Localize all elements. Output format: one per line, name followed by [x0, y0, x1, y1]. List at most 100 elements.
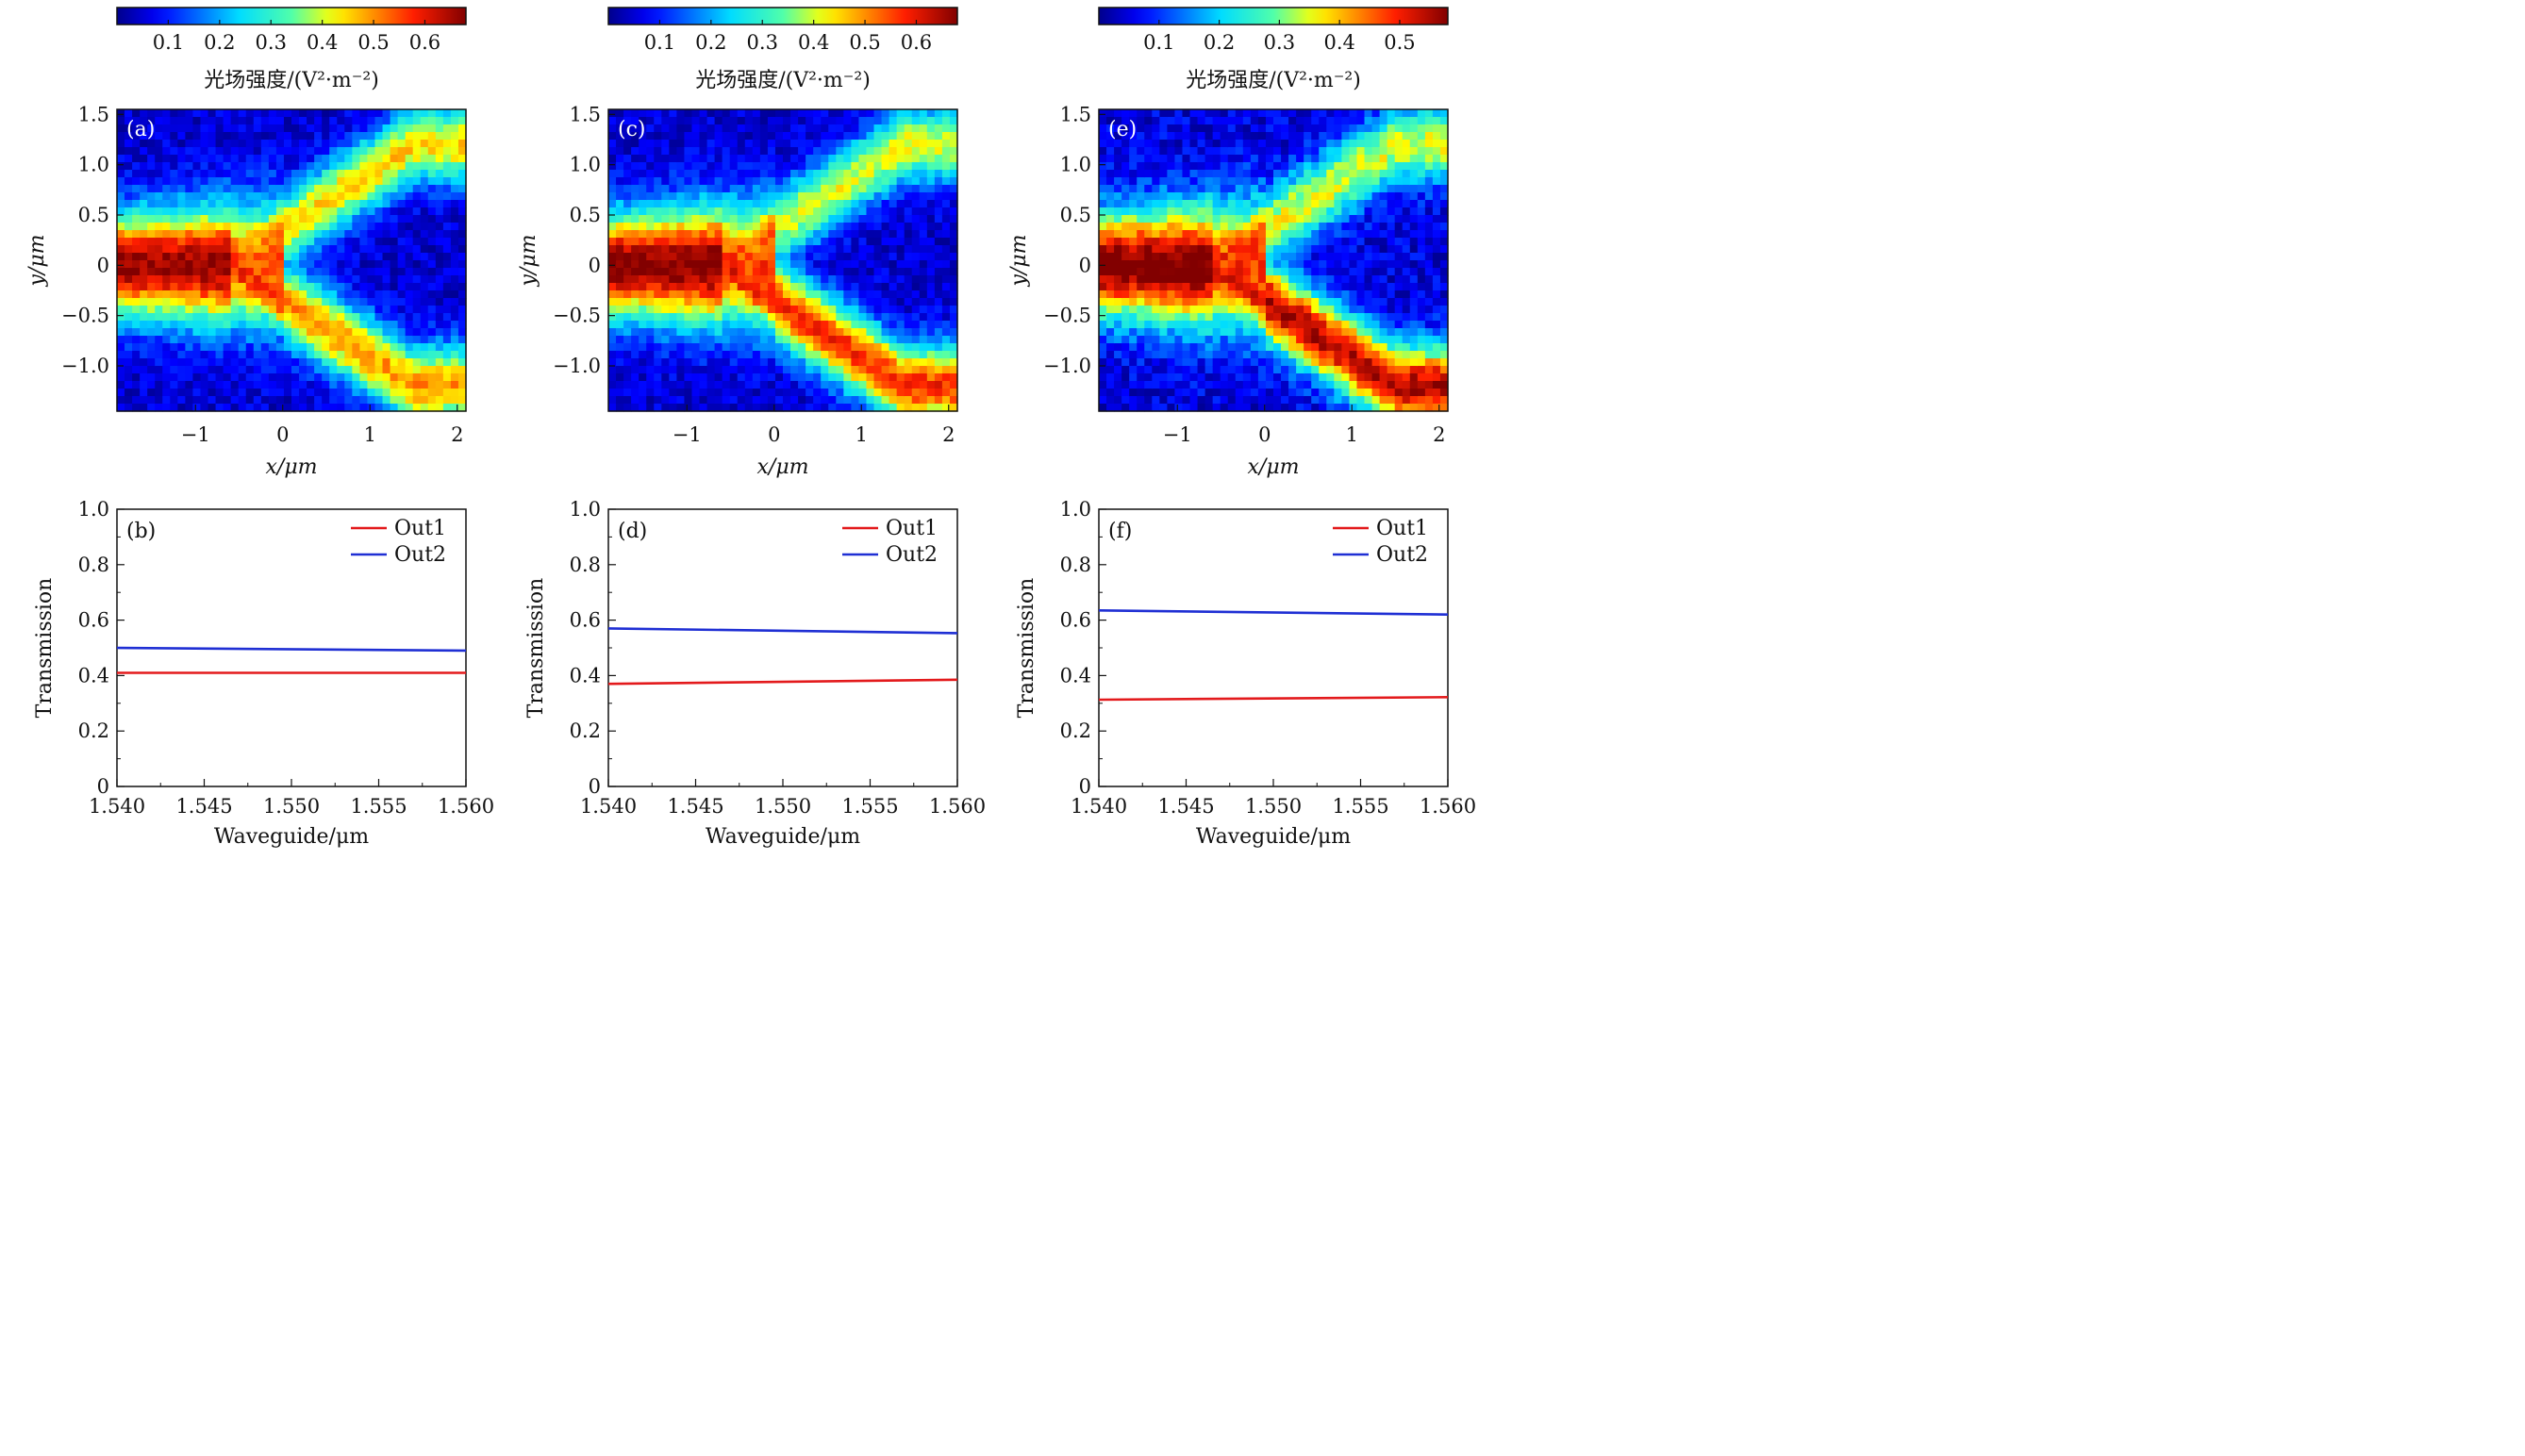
heatmap-cell [684, 298, 693, 306]
heatmap-cell [828, 351, 837, 359]
heatmap-cell [843, 140, 852, 148]
heatmap-cell [836, 238, 844, 246]
heatmap-cell [1204, 268, 1214, 276]
heatmap-cell [699, 215, 708, 223]
heatmap-cell [828, 185, 837, 193]
heatmap-cell [737, 155, 746, 163]
heatmap-cell [1273, 230, 1282, 239]
heatmap-cell [623, 253, 632, 261]
heatmap-cell [162, 396, 171, 405]
heatmap-cell [329, 306, 338, 314]
heatmap-cell [783, 230, 791, 239]
heatmap-cell [1129, 140, 1138, 148]
heatmap-cell [783, 321, 791, 329]
heatmap-cell [896, 366, 905, 374]
heatmap-cell [639, 124, 647, 133]
heatmap-cell [215, 358, 224, 367]
heatmap-cell [1144, 313, 1153, 322]
heatmap-cell [177, 343, 186, 352]
heatmap-cell [759, 124, 769, 133]
heatmap-cell [185, 162, 194, 171]
colorbar-tick-label: 0.6 [901, 31, 932, 54]
heatmap-cell [1121, 109, 1130, 118]
heatmap-cell [125, 109, 133, 118]
heatmap-cell [949, 245, 958, 254]
heatmap-cell [1204, 147, 1214, 156]
heatmap-cell [1159, 124, 1168, 133]
heatmap-cell [230, 192, 240, 201]
heatmap-cell [1250, 298, 1259, 306]
heatmap-cell [744, 109, 754, 118]
heatmap-cell [314, 200, 323, 208]
heatmap-cell [1273, 358, 1282, 367]
heatmap-cell [926, 351, 936, 359]
heatmap-cell [904, 321, 913, 329]
heatmap-cell [843, 192, 852, 201]
heatmap-cell [1227, 275, 1237, 284]
heatmap-cell [926, 162, 936, 171]
heatmap-cell [934, 170, 943, 178]
heatmap-cell [1197, 192, 1206, 201]
heatmap-cell [1129, 306, 1138, 314]
heatmap-cell [1152, 336, 1160, 344]
heatmap-cell [759, 268, 769, 276]
heatmap-cell [268, 177, 277, 186]
heatmap-cell [132, 245, 141, 254]
heatmap-cell [170, 404, 178, 412]
heatmap-cell [125, 192, 133, 201]
heatmap-cell [691, 207, 701, 216]
heatmap-cell [661, 109, 670, 118]
heatmap-cell [752, 373, 761, 382]
heatmap-cell [889, 140, 898, 148]
heatmap-cell [245, 313, 255, 322]
heatmap-cell [344, 215, 353, 223]
heatmap-cell [919, 253, 928, 261]
heatmap-cell [706, 313, 716, 322]
heatmap-cell [1242, 109, 1252, 118]
heatmap-cell [1257, 336, 1267, 344]
heatmap-cell [858, 140, 868, 148]
heatmap-cell [623, 343, 632, 352]
heatmap-cell [843, 298, 852, 306]
heatmap-cell [230, 170, 240, 178]
heatmap-cell [1212, 275, 1221, 284]
heatmap-cell [806, 192, 814, 201]
heatmap-cell [1212, 192, 1221, 201]
heatmap-cell [904, 396, 913, 405]
heatmap-cell [919, 215, 928, 223]
heatmap-cell [949, 140, 958, 148]
heatmap-cell [314, 283, 323, 291]
heatmap-cell [1204, 290, 1214, 299]
heatmap-cell [691, 132, 701, 141]
heatmap-cell [382, 373, 391, 382]
heatmap-cell [1144, 230, 1153, 239]
heatmap-cell [253, 140, 262, 148]
heatmap-cell [359, 147, 369, 156]
heatmap-cell [1235, 162, 1244, 171]
heatmap-cell [1167, 358, 1176, 367]
heatmap-cell [1121, 328, 1130, 337]
heatmap-cell [1099, 245, 1107, 254]
heatmap-cell [722, 328, 731, 337]
panel-label: (a) [126, 118, 155, 141]
heatmap-cell [117, 230, 125, 239]
heatmap-cell [1288, 170, 1297, 178]
heatmap-cell [1220, 109, 1229, 118]
heatmap-cell [420, 351, 429, 359]
heatmap-cell [238, 192, 247, 201]
heatmap-cell [253, 381, 262, 389]
heatmap-cell [192, 230, 202, 239]
heatmap-cell [260, 351, 270, 359]
heatmap-cell [200, 245, 209, 254]
heatmap-cell [851, 223, 860, 231]
heatmap-cell [344, 328, 353, 337]
heatmap-cell [132, 223, 141, 231]
heatmap-cell [896, 200, 905, 208]
heatmap-cell [382, 389, 391, 397]
heatmap-cell [774, 207, 784, 216]
heatmap-cell [329, 230, 338, 239]
heatmap-cell [359, 260, 369, 269]
heatmap-cell [926, 200, 936, 208]
heatmap-cell [752, 343, 761, 352]
heatmap-cell [639, 200, 647, 208]
